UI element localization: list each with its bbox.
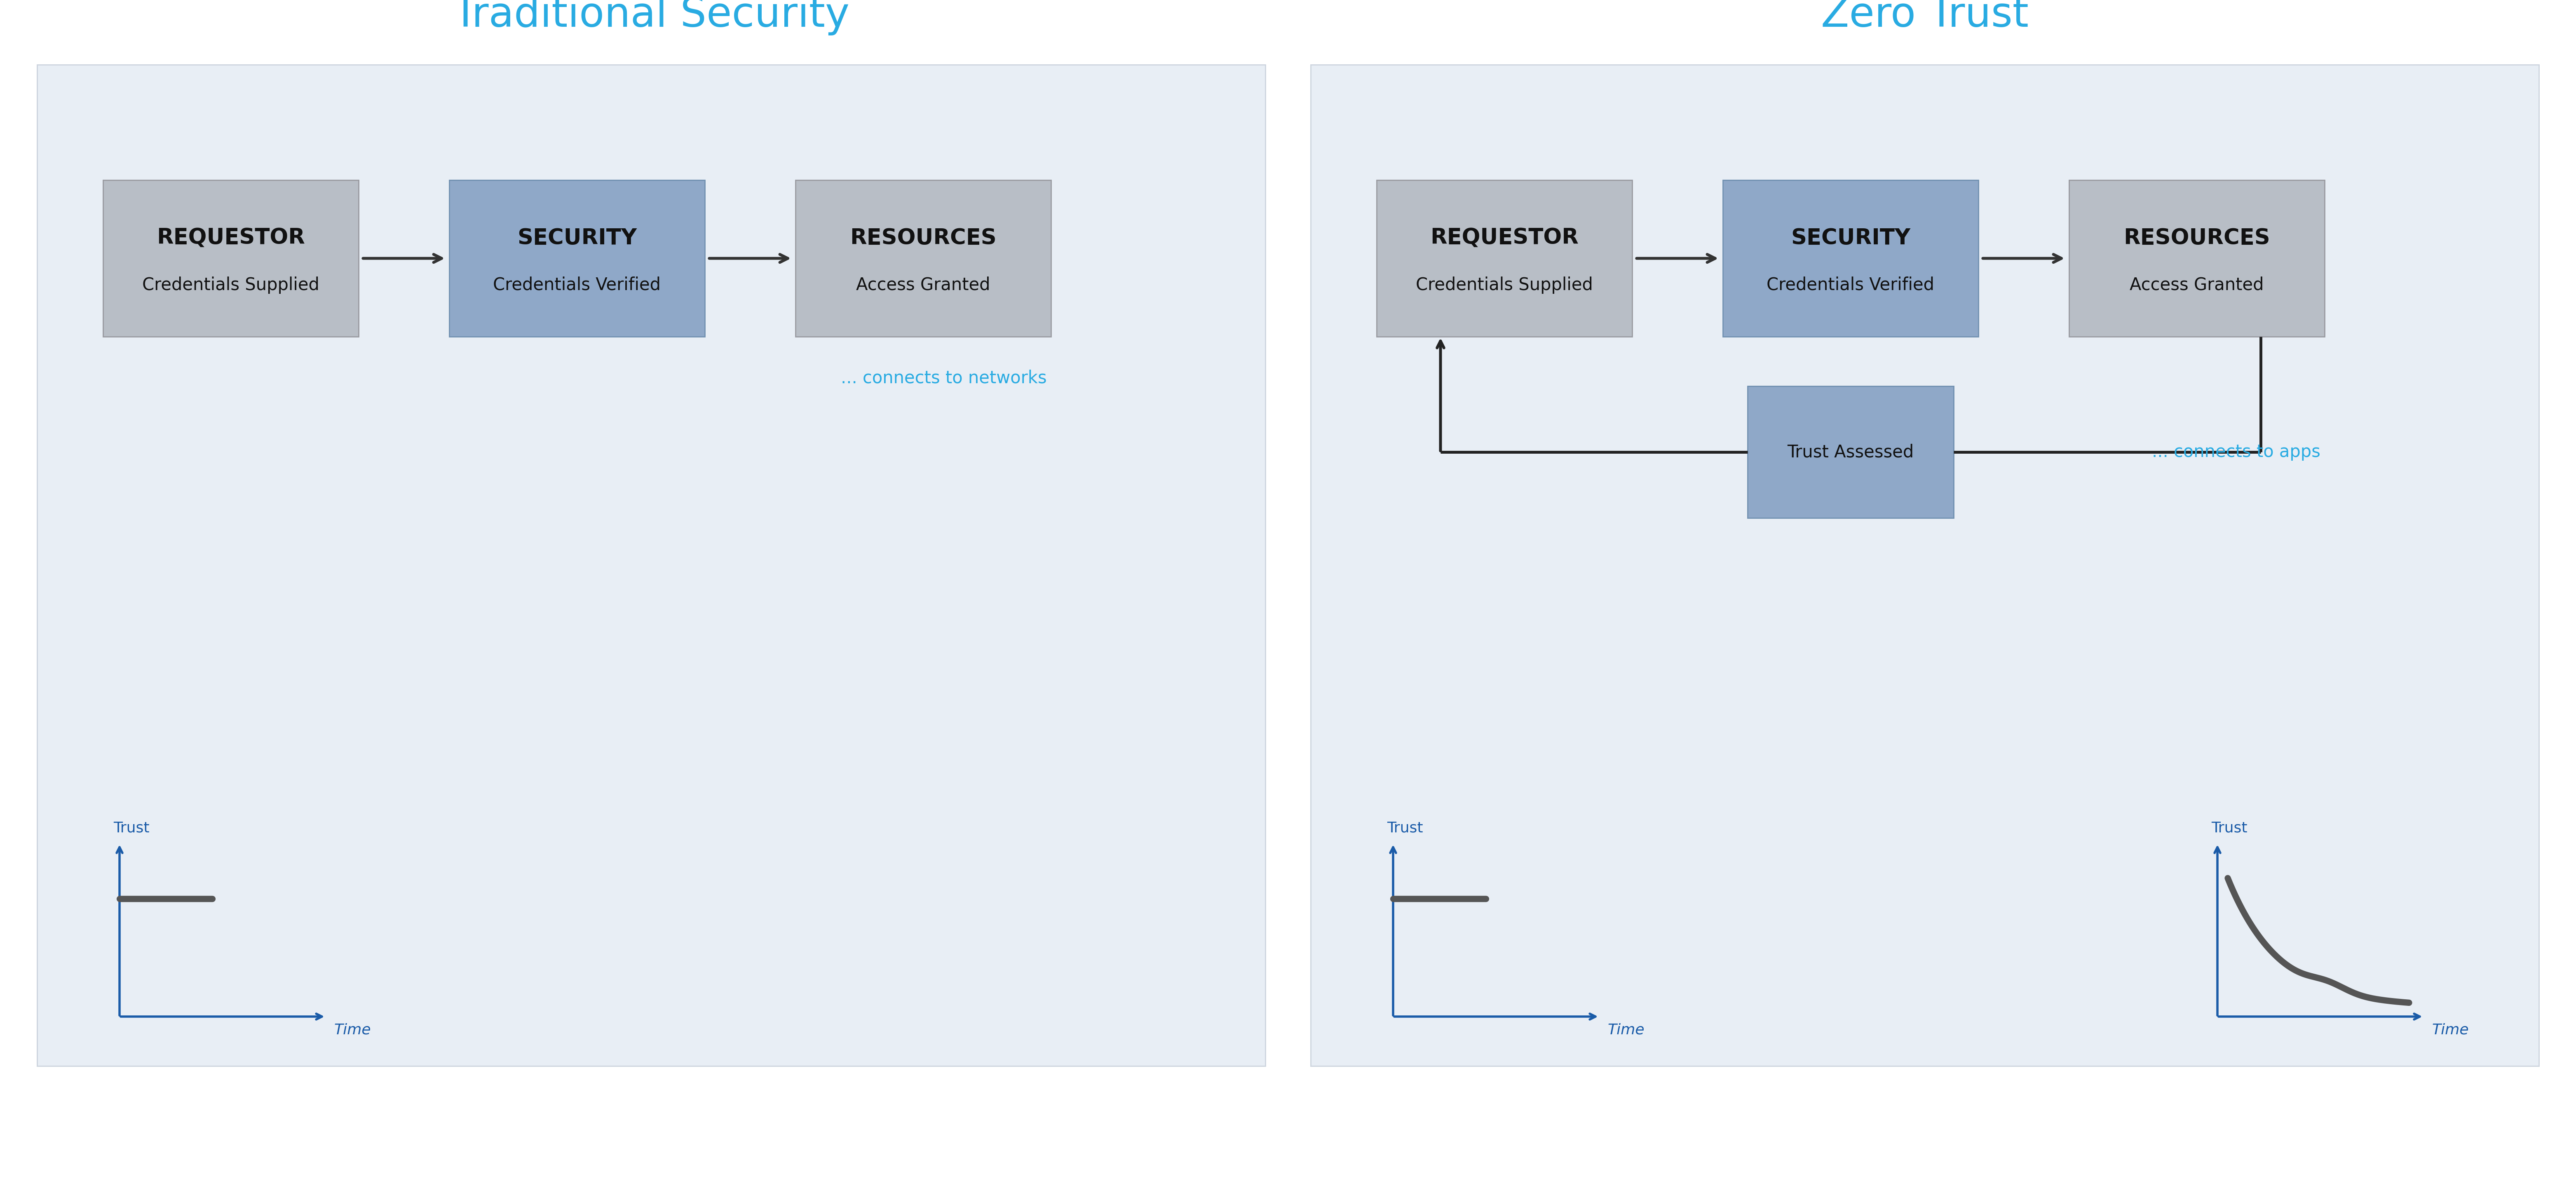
FancyBboxPatch shape	[1376, 180, 1633, 337]
Text: Trust Assessed: Trust Assessed	[1788, 444, 1914, 460]
FancyBboxPatch shape	[448, 180, 706, 337]
FancyBboxPatch shape	[103, 180, 358, 337]
Text: RESOURCES: RESOURCES	[850, 227, 997, 249]
Text: Credentials Supplied: Credentials Supplied	[142, 276, 319, 293]
Text: REQUESTOR: REQUESTOR	[1430, 227, 1579, 249]
Text: Trust: Trust	[113, 821, 149, 835]
Text: Trust: Trust	[1386, 821, 1422, 835]
Text: RESOURCES: RESOURCES	[2123, 227, 2269, 249]
Text: ... connects to apps: ... connects to apps	[2151, 444, 2321, 460]
FancyBboxPatch shape	[2069, 180, 2324, 337]
Text: Credentials Verified: Credentials Verified	[492, 276, 662, 293]
Text: Credentials Verified: Credentials Verified	[1767, 276, 1935, 293]
FancyBboxPatch shape	[1723, 180, 1978, 337]
Text: Credentials Supplied: Credentials Supplied	[1417, 276, 1592, 293]
Text: Zero Trust: Zero Trust	[1821, 0, 2030, 35]
Text: SECURITY: SECURITY	[1790, 227, 1911, 249]
FancyBboxPatch shape	[796, 180, 1051, 337]
Text: SECURITY: SECURITY	[518, 227, 636, 249]
Text: Time: Time	[2432, 1023, 2468, 1037]
FancyBboxPatch shape	[36, 65, 1265, 1066]
Text: Access Granted: Access Granted	[855, 276, 989, 293]
FancyBboxPatch shape	[1311, 65, 2540, 1066]
FancyBboxPatch shape	[1747, 386, 1953, 518]
Text: Access Granted: Access Granted	[2130, 276, 2264, 293]
Text: REQUESTOR: REQUESTOR	[157, 227, 304, 249]
Text: Traditional Security: Traditional Security	[453, 0, 850, 35]
Text: Time: Time	[1607, 1023, 1643, 1037]
Text: Time: Time	[335, 1023, 371, 1037]
Text: ... connects to networks: ... connects to networks	[840, 370, 1046, 387]
Text: Trust: Trust	[2210, 821, 2246, 835]
